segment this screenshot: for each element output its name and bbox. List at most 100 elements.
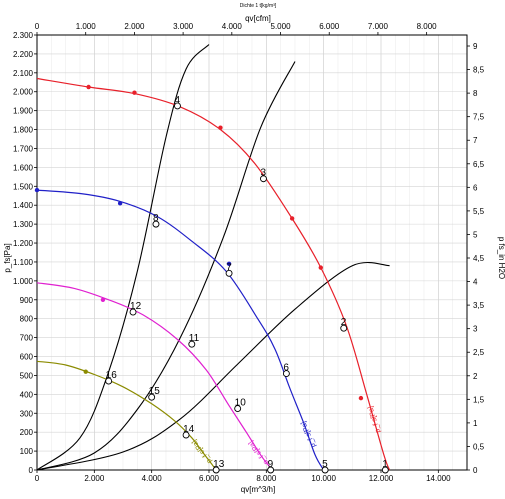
operating-point [148, 393, 156, 401]
left-axis-label: p_fs[Pa] [3, 243, 12, 272]
y-tick-label: 900 [20, 296, 34, 305]
operating-point [234, 405, 242, 412]
right-tick-label: 0 [473, 466, 478, 475]
operating-point-label: 6 [283, 363, 289, 374]
top-tick-label: 3.000 [173, 22, 194, 31]
fan-curve-label: p_f s[Pa] [367, 405, 382, 434]
y-tick-label: 600 [20, 353, 34, 362]
top-tick-label: 4.000 [222, 22, 243, 31]
y-tick-label: 2.300 [13, 31, 34, 40]
operating-point [340, 324, 348, 332]
top-tick-label: 5.000 [271, 22, 292, 31]
y-tick-label: 2.000 [13, 88, 34, 97]
right-tick-label: 5,5 [473, 207, 485, 216]
x-tick-label: 6.000 [199, 474, 220, 483]
y-tick-label: 0 [29, 466, 34, 475]
system-curves [36, 44, 390, 471]
y-tick-label: 500 [20, 371, 34, 380]
top-tick-label: 6.000 [319, 22, 340, 31]
fan-curves: p_f s[Pa]p_f s[Pa]p_f s[Pa]p_f s[Pa] [34, 77, 391, 471]
fan-curve-marker [86, 84, 91, 90]
top-tick-label: 8.000 [417, 22, 438, 31]
operating-point-label: 12 [130, 301, 142, 312]
y-tick-label: 1.500 [13, 182, 34, 191]
y-tick-label: 400 [20, 390, 34, 399]
right-tick-label: 6 [473, 183, 478, 192]
fan-curve-marker [117, 201, 123, 206]
x-tick-label: 4.000 [142, 474, 163, 483]
fan-curve-marker [218, 125, 223, 130]
operating-point-label: 7 [226, 262, 232, 273]
operating-point-label: 3 [260, 168, 266, 179]
right-axis-label: p fs_in H2O [497, 237, 505, 279]
operating-point [105, 377, 113, 385]
y-tick-label: 1.700 [13, 144, 34, 153]
right-tick-label: 6,5 [473, 160, 485, 169]
top-tick-label: 7.000 [368, 22, 389, 31]
y-tick-label: 100 [20, 447, 34, 456]
y-tick-label: 800 [20, 315, 34, 324]
right-tick-label: 8,5 [473, 66, 485, 75]
operating-point-label: 16 [106, 370, 118, 381]
right-tick-label: 2,5 [473, 348, 485, 357]
right-tick-label: 9 [473, 42, 478, 51]
fan-curve [36, 77, 391, 471]
operating-point-label: 8 [153, 213, 159, 224]
y-tick-label: 1.000 [13, 277, 34, 286]
right-tick-label: 3 [473, 325, 478, 334]
top-tick-label: 2.000 [124, 22, 145, 31]
right-tick-label: 1,5 [473, 395, 485, 404]
fan-curve-marker [226, 261, 232, 267]
fan-curve [36, 282, 273, 471]
top-tick-label: 0 [35, 22, 40, 31]
x-tick-label: 0 [35, 474, 40, 483]
right-tick-label: 2 [473, 372, 478, 381]
operating-point-label: 1 [382, 459, 388, 470]
operating-point-label: 15 [149, 386, 161, 397]
y-tick-label: 1.300 [13, 220, 34, 229]
operating-point-label: 5 [322, 459, 328, 470]
system-curve [36, 44, 210, 471]
operating-point [182, 431, 190, 439]
operating-point-label: 4 [174, 95, 180, 106]
plot-frame [36, 34, 468, 471]
operating-point-label: 9 [268, 459, 274, 470]
y-tick-label: 200 [20, 428, 34, 437]
right-tick-label: 4 [473, 278, 478, 287]
fan-curve-label: p_f s[Pa] [300, 420, 317, 448]
y-tick-label: 1.800 [13, 126, 34, 135]
grid [36, 34, 468, 471]
y-tick-label: 1.600 [13, 163, 34, 172]
right-tick-label: 1 [473, 419, 478, 428]
operating-point [381, 466, 389, 474]
fan-curve [36, 360, 217, 471]
operating-point-label: 13 [213, 459, 225, 470]
fan-curve [36, 189, 325, 471]
y-tick-label: 2.200 [13, 50, 34, 59]
fan-curve-marker [83, 369, 88, 374]
x-tick-label: 10.000 [311, 474, 336, 483]
right-tick-label: 7 [473, 136, 478, 145]
system-curve [36, 261, 390, 471]
right-tick-label: 0,5 [473, 442, 485, 451]
operating-point-label: 11 [189, 333, 200, 344]
y-tick-label: 700 [20, 334, 34, 343]
operating-point-label: 10 [235, 398, 247, 409]
y-tick-label: 1.100 [13, 258, 34, 267]
y-tick-label: 1.900 [13, 107, 34, 116]
x-tick-label: 2.000 [84, 474, 105, 483]
operating-point [267, 466, 275, 474]
right-tick-label: 4,5 [473, 254, 485, 263]
operating-point-label: 2 [341, 317, 347, 328]
fan-curve-marker [289, 216, 295, 221]
axes: 0 2.000 4.000 6.000 8.000 10.000 1 2.000 1 4.000 0… [13, 22, 485, 483]
header-note: Dichte 1 t[kg/m³] [240, 3, 277, 9]
operating-point [129, 308, 137, 316]
fan-curve-marker [100, 297, 106, 302]
bottom-axis-label: qv[m^3/h] [241, 485, 275, 494]
y-tick-label: 2.100 [13, 69, 34, 78]
y-tick-label: 1.400 [13, 201, 34, 210]
